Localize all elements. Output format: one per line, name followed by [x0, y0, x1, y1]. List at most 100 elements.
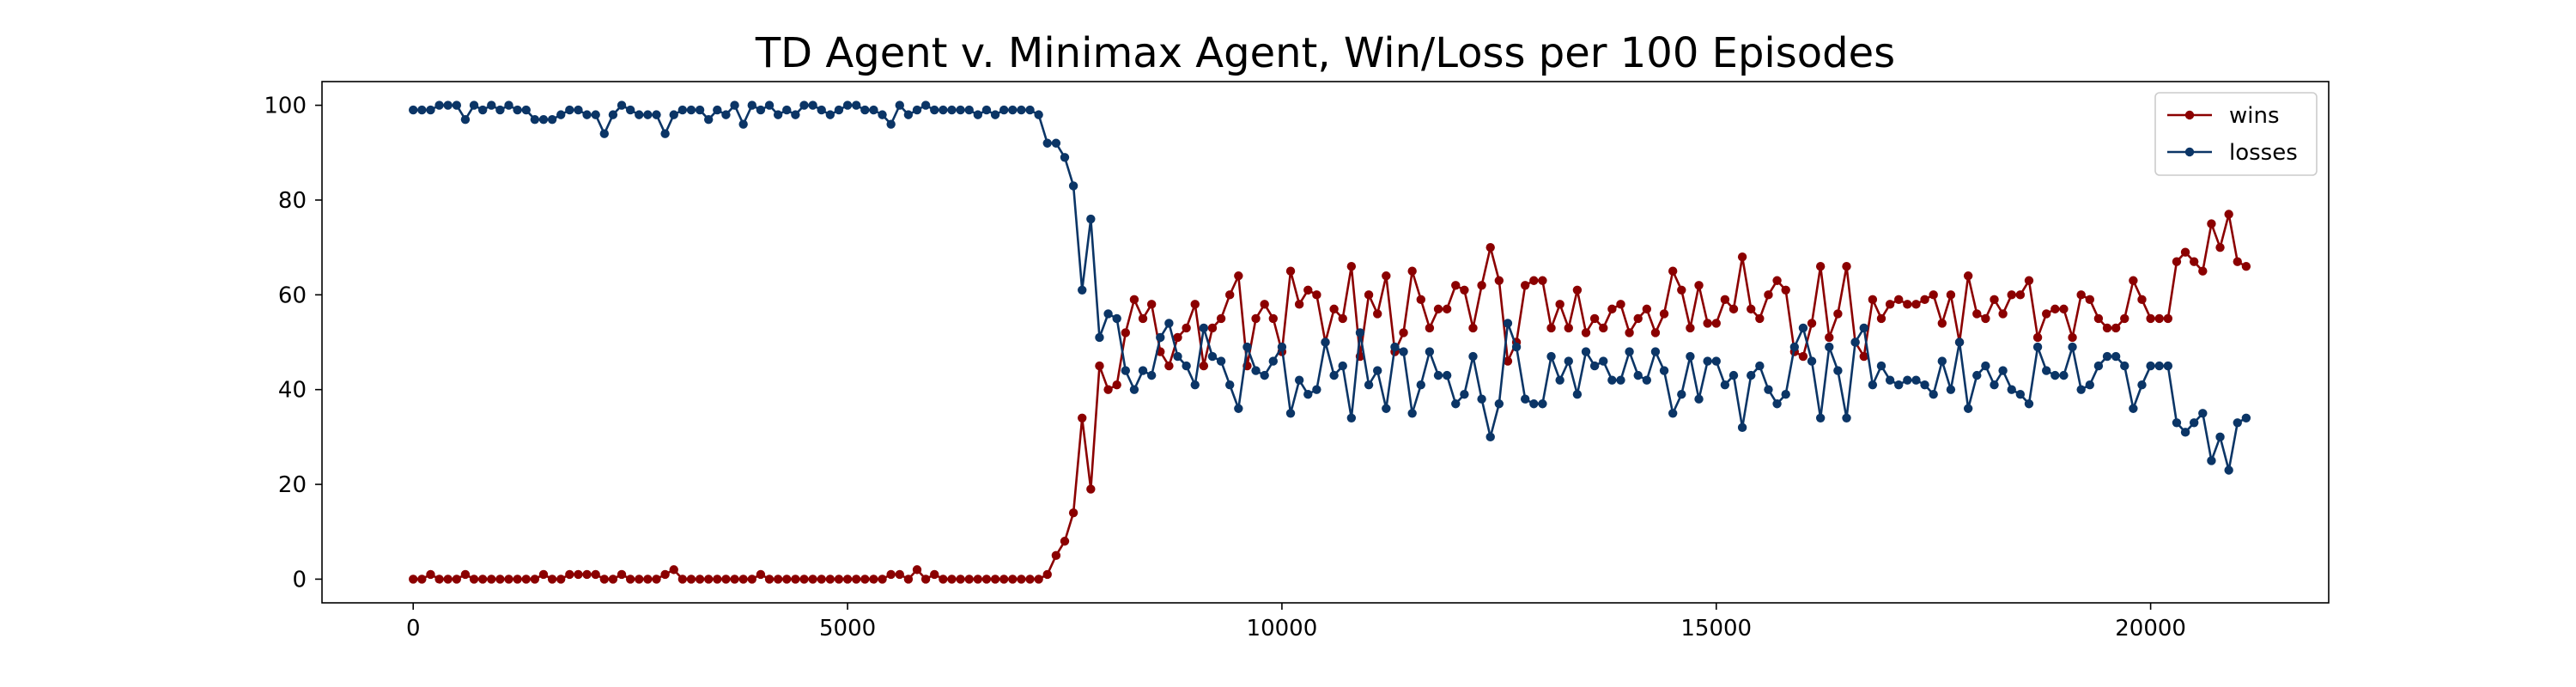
data-point-wins	[1859, 351, 1868, 362]
data-point-losses	[1494, 399, 1504, 409]
legend-item-wins: wins	[2167, 103, 2280, 129]
data-point-losses	[538, 114, 549, 125]
data-point-wins	[2093, 313, 2104, 324]
data-point-losses	[842, 100, 853, 110]
data-point-wins	[1216, 313, 1226, 324]
data-point-wins	[1234, 271, 1243, 281]
data-point-losses	[1894, 380, 1904, 390]
x-tick-label: 0	[406, 616, 421, 641]
data-point-losses	[886, 119, 896, 129]
data-point-losses	[2180, 428, 2190, 437]
data-point-losses	[591, 110, 600, 119]
data-point-losses	[1850, 337, 1860, 347]
data-point-losses	[990, 110, 1000, 119]
data-point-losses	[1599, 356, 1608, 366]
legend-label: losses	[2229, 140, 2298, 166]
data-point-losses	[1772, 399, 1782, 409]
data-point-wins	[460, 569, 471, 580]
data-point-wins	[1364, 290, 1374, 300]
data-point-losses	[686, 105, 696, 115]
data-point-wins	[2050, 304, 2060, 314]
data-point-wins	[1112, 380, 1121, 390]
data-point-wins	[1503, 356, 1513, 366]
data-point-losses	[964, 105, 974, 115]
data-point-losses	[1963, 404, 1973, 413]
data-point-wins	[1373, 309, 1382, 319]
data-point-losses	[635, 110, 644, 119]
data-point-losses	[930, 105, 939, 115]
data-point-losses	[2059, 370, 2069, 380]
data-point-wins	[1755, 313, 1765, 324]
x-tick-label: 20000	[2115, 616, 2186, 641]
data-point-wins	[1382, 271, 1391, 281]
data-point-losses	[1833, 366, 1843, 375]
data-point-wins	[791, 575, 800, 584]
data-point-losses	[851, 100, 861, 110]
data-point-losses	[920, 100, 931, 110]
data-point-losses	[495, 105, 505, 115]
data-point-losses	[869, 105, 878, 115]
data-point-wins	[947, 575, 957, 584]
data-point-losses	[1225, 380, 1235, 390]
data-point-losses	[1815, 413, 1826, 423]
data-point-wins	[2154, 313, 2164, 324]
data-point-wins	[1138, 313, 1148, 324]
data-point-losses	[2172, 418, 2182, 428]
data-point-losses	[1416, 380, 1425, 390]
data-point-wins	[1433, 304, 1443, 314]
data-point-wins	[409, 575, 418, 584]
data-point-losses	[981, 105, 992, 115]
data-point-losses	[1642, 375, 1652, 385]
data-point-losses	[1042, 138, 1052, 148]
x-tick-label: 15000	[1680, 616, 1752, 641]
data-point-wins	[1199, 361, 1209, 371]
legend-item-losses: losses	[2167, 140, 2298, 166]
data-point-losses	[1764, 385, 1773, 394]
data-point-wins	[860, 575, 870, 584]
data-point-wins	[1494, 276, 1504, 285]
data-point-losses	[677, 105, 688, 115]
data-point-wins	[2172, 257, 2182, 266]
data-point-wins	[417, 575, 427, 584]
data-point-wins	[1642, 304, 1652, 314]
data-point-losses	[1364, 380, 1374, 390]
data-point-wins	[1251, 313, 1261, 324]
data-point-wins	[886, 569, 896, 580]
y-tick-label: 0	[292, 567, 307, 593]
data-point-wins	[1312, 290, 1321, 300]
data-point-wins	[912, 565, 922, 575]
data-point-losses	[1294, 375, 1304, 385]
data-point-losses	[1798, 323, 1808, 333]
data-point-losses	[1711, 356, 1721, 366]
data-point-losses	[2068, 342, 2077, 352]
data-point-losses	[1112, 313, 1121, 324]
data-point-wins	[538, 569, 549, 580]
data-point-wins	[1998, 309, 2008, 319]
data-point-losses	[1390, 342, 1400, 352]
data-point-losses	[1095, 332, 1104, 343]
data-point-wins	[599, 575, 609, 584]
data-point-wins	[1017, 575, 1026, 584]
data-point-wins	[1868, 295, 1878, 305]
data-point-losses	[565, 105, 574, 115]
data-point-wins	[1876, 313, 1886, 324]
data-point-wins	[2198, 266, 2208, 276]
data-point-losses	[617, 100, 627, 110]
data-point-wins	[1599, 323, 1608, 333]
data-point-losses	[409, 105, 418, 115]
data-point-wins	[1711, 319, 1721, 328]
data-point-losses	[2007, 385, 2016, 394]
data-point-wins	[2015, 290, 2026, 300]
data-point-wins	[2042, 309, 2051, 319]
data-point-wins	[1807, 319, 1817, 328]
data-point-losses	[1164, 319, 1174, 328]
data-point-wins	[1190, 300, 1200, 309]
data-point-wins	[721, 575, 731, 584]
data-point-wins	[2137, 295, 2147, 305]
data-point-losses	[825, 110, 835, 119]
data-point-losses	[582, 110, 592, 119]
data-point-losses	[1686, 351, 1695, 362]
data-point-losses	[625, 105, 635, 115]
data-point-wins	[1659, 309, 1669, 319]
data-point-wins	[842, 575, 853, 584]
